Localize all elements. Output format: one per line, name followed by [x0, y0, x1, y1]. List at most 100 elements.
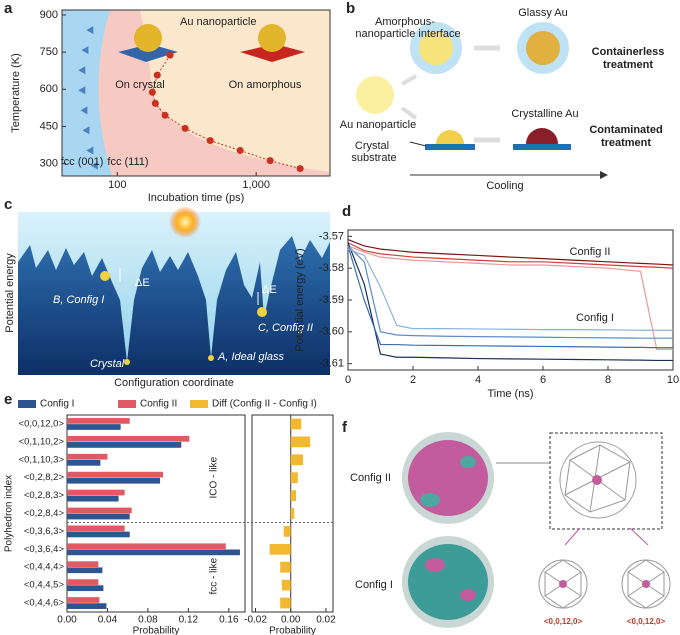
diagram-label: <0,0,12,0> — [627, 617, 666, 626]
bar — [67, 453, 108, 460]
point — [206, 137, 214, 145]
bar — [67, 435, 190, 442]
diagram-label: Containerless — [592, 46, 665, 58]
diagram-label: ΔE — [135, 277, 150, 289]
x-tick-label: 0.16 — [219, 615, 239, 626]
bar — [290, 436, 311, 448]
point — [80, 106, 88, 115]
panel-label: a — [4, 0, 13, 17]
point — [153, 71, 161, 79]
y-tick-label: <0,2,8,2> — [24, 472, 65, 483]
diagram-axis-label: Configuration coordinate — [114, 377, 234, 389]
bar — [290, 490, 297, 501]
bar — [290, 454, 304, 466]
diagram-label: <0,0,12,0> — [544, 617, 583, 626]
series-line — [347, 242, 674, 269]
plot-frame — [251, 414, 334, 613]
point — [148, 88, 156, 96]
panel-label: c — [4, 196, 12, 213]
diagram-label: B, Config I — [53, 294, 104, 306]
point — [181, 124, 189, 132]
bar — [67, 424, 121, 430]
y-tick-label: <0,1,10,3> — [19, 454, 65, 465]
point — [78, 86, 86, 95]
bar — [283, 526, 291, 537]
diagram-label: Au nanoparticle — [340, 119, 416, 131]
point — [266, 157, 274, 165]
legend-label: Config II — [140, 399, 177, 410]
bar — [67, 459, 101, 466]
panel-c-diagram: ΔE ΔE B, Config I C, Config II Crystal A… — [4, 206, 330, 389]
annotation: ICO - like — [209, 456, 220, 498]
annotation: On amorphous — [229, 79, 302, 91]
point — [161, 111, 169, 119]
legend-swatch — [18, 400, 36, 408]
annotation: fcc - like — [209, 557, 220, 594]
y-axis-label: Polyhedron index — [4, 475, 15, 552]
x-tick-label: -0.02 — [244, 615, 267, 626]
legend-swatch — [190, 400, 208, 408]
point — [296, 165, 304, 173]
bar — [67, 585, 104, 592]
panel-label: d — [342, 203, 351, 220]
annotation: Config I — [576, 312, 614, 324]
bar — [290, 418, 302, 430]
bar — [67, 507, 132, 514]
series-line — [347, 245, 673, 350]
diagram-label: Cooling — [486, 180, 523, 192]
diagram-label: Config I — [355, 579, 393, 591]
y-tick-label: <0,3,6,3> — [24, 526, 65, 537]
x-tick-label: 8 — [605, 374, 611, 386]
bar — [67, 561, 99, 568]
bar — [67, 477, 161, 484]
y-tick-label: <0,2,8,3> — [24, 490, 65, 501]
bar — [67, 567, 103, 574]
legend-swatch — [118, 400, 136, 408]
point — [90, 161, 98, 170]
series-line — [347, 242, 673, 362]
bar — [67, 579, 99, 585]
bar — [269, 543, 291, 555]
x-tick-label: 10 — [667, 374, 679, 386]
point — [166, 51, 174, 59]
annotation: fcc (001) — [61, 156, 104, 168]
annotation: fcc (111) — [107, 156, 148, 168]
y-tick-label: <0,4,4,6> — [24, 598, 65, 609]
diagram-label: C, Config II — [258, 322, 313, 334]
annotation: Au nanoparticle — [180, 16, 256, 28]
bar — [67, 549, 240, 556]
diagram-label: treatment — [603, 59, 653, 71]
bar — [67, 603, 107, 609]
bar — [67, 531, 130, 538]
point — [81, 46, 89, 55]
bar — [67, 543, 226, 550]
panel-label: b — [346, 0, 355, 17]
x-tick-label: 0 — [345, 374, 351, 386]
trend-line — [151, 54, 301, 170]
x-tick-label: 2 — [410, 374, 416, 386]
bar — [280, 561, 291, 573]
bar — [67, 442, 182, 448]
point — [78, 66, 86, 75]
series-line — [347, 248, 673, 331]
bar — [290, 472, 298, 484]
diagram-label: Crystalline Au — [511, 108, 578, 120]
x-tick-label: 0.00 — [281, 615, 301, 626]
diagram-axis-label: Potential energy — [4, 253, 16, 333]
diagram-label: Crystal — [90, 358, 125, 370]
x-tick-label: 4 — [475, 374, 481, 386]
y-axis-label: Potential energy (eV) — [294, 248, 306, 351]
y-tick-label: <0,0,12,0> — [19, 418, 65, 429]
bar — [67, 495, 119, 502]
x-tick-label: 100 — [108, 179, 126, 191]
diagram-label: nanoparticle interface — [355, 28, 460, 40]
diagram-label: Config II — [350, 472, 391, 484]
bar — [67, 489, 125, 496]
bar — [67, 525, 125, 532]
panel-label: f — [342, 419, 348, 436]
x-tick-label: 0.02 — [316, 615, 336, 626]
y-tick-label: 600 — [40, 83, 58, 95]
x-axis-label: Time (ns) — [487, 388, 533, 400]
